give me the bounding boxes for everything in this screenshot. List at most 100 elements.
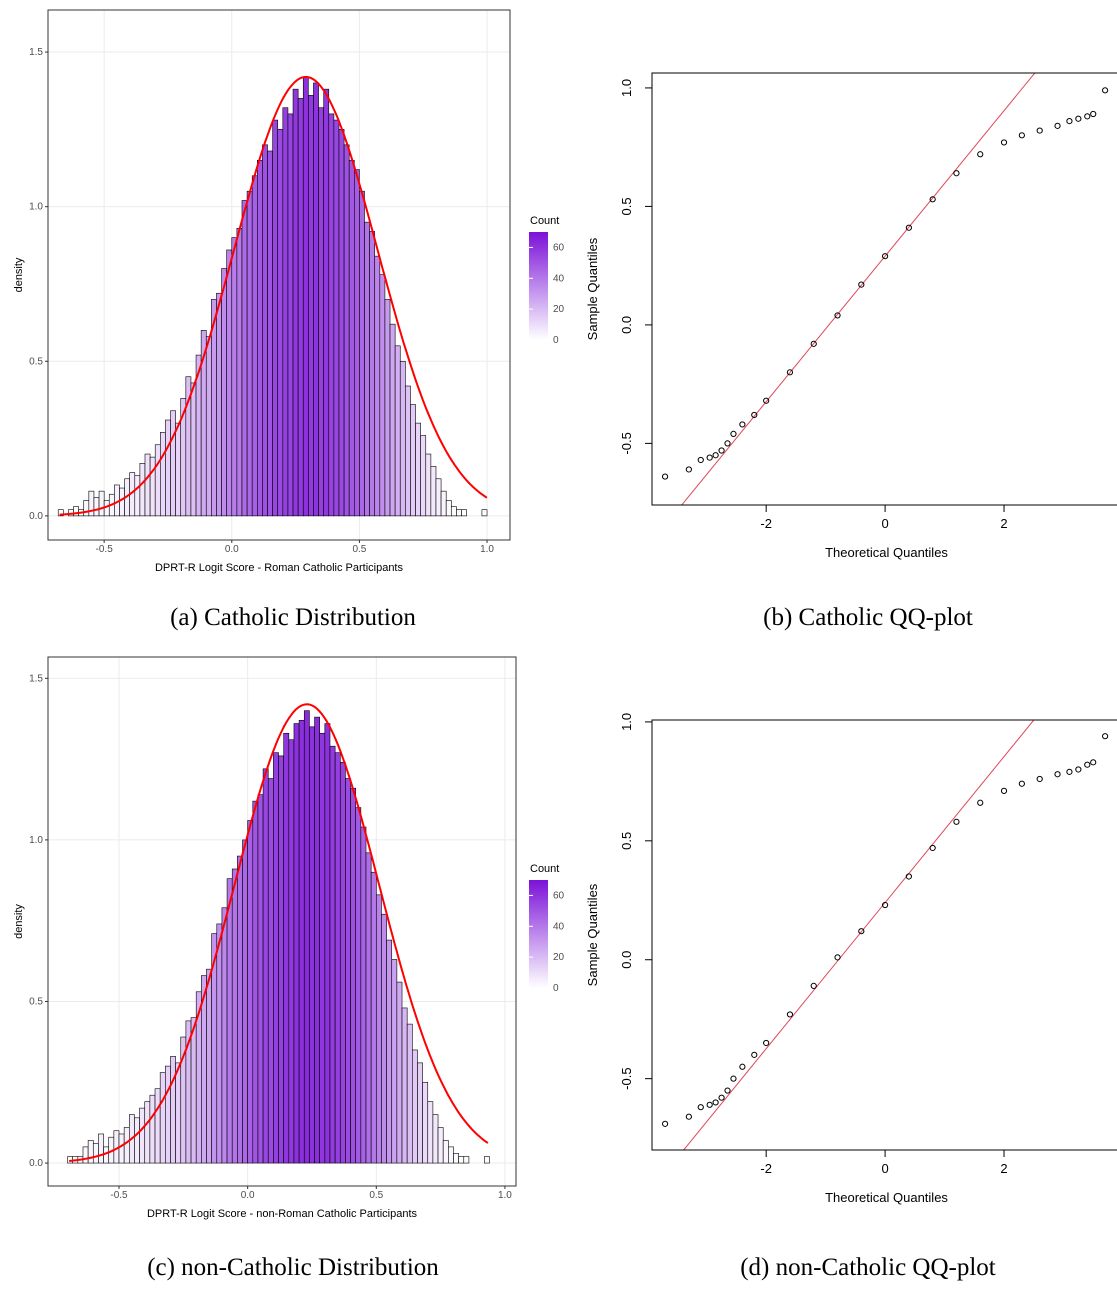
bar <box>345 778 351 1164</box>
y-tick-label: -0.5 <box>619 1067 634 1089</box>
y-tick-label: 0.5 <box>29 996 43 1007</box>
bar <box>432 1114 439 1164</box>
bar <box>149 1094 156 1164</box>
qq-point <box>953 818 960 825</box>
bar <box>165 419 171 517</box>
bar <box>160 432 166 517</box>
qq-point <box>1084 113 1091 120</box>
bar <box>350 787 357 1164</box>
bar <box>401 1007 408 1164</box>
x-tick-label: 0 <box>881 516 888 531</box>
bar <box>384 299 391 517</box>
x-tick-label: -0.5 <box>96 544 114 555</box>
bar <box>420 435 427 517</box>
qq-point <box>661 473 669 480</box>
bar <box>190 1017 197 1164</box>
bar <box>396 981 403 1164</box>
legend-tick-label: 60 <box>553 890 565 901</box>
color-bar <box>529 232 548 340</box>
bar <box>170 1056 176 1164</box>
plot-frame <box>651 72 1117 506</box>
x-tick-label: 0.5 <box>369 1190 383 1201</box>
plot-frame <box>651 719 1117 1151</box>
legend-tick-label: 0 <box>553 335 559 346</box>
x-tick-label: -2 <box>760 1161 772 1176</box>
histogram-panel: -0.5 0.0 0.5 1.0 0.0 0.5 1.0 1.5 DPRT-R Logit Sc… <box>13 9 565 574</box>
qq-point <box>1075 766 1082 773</box>
bar <box>370 871 377 1164</box>
y-axis-label: density <box>13 257 25 292</box>
bar <box>175 422 182 517</box>
bar <box>246 190 253 517</box>
x-tick-label: 0 <box>881 1161 888 1176</box>
legend-tick-label: 20 <box>553 304 565 315</box>
bar <box>425 453 432 517</box>
bar <box>170 410 176 517</box>
bar <box>360 826 367 1164</box>
bar <box>119 487 125 517</box>
x-axis-label: Theoretical Quantiles <box>825 1190 948 1205</box>
bar <box>98 1133 104 1164</box>
bar <box>287 113 294 517</box>
bar <box>481 509 488 517</box>
bar <box>154 444 161 517</box>
qq-point <box>1102 733 1109 740</box>
qq-point <box>834 312 841 319</box>
qq-point <box>786 369 794 376</box>
qq-point <box>1054 122 1061 129</box>
x-axis-label: DPRT-R Logit Score - non-Roman Catholic … <box>147 1208 418 1220</box>
bar <box>221 268 227 517</box>
density-curve <box>69 703 489 1162</box>
panel-border <box>47 656 517 1187</box>
legend-tick-label: 0 <box>553 983 559 994</box>
bar <box>309 726 315 1164</box>
bar <box>241 200 248 517</box>
caption: (b) Catholic QQ-plot <box>763 604 973 631</box>
bar <box>458 1156 465 1164</box>
bar <box>324 723 331 1164</box>
bar <box>461 509 467 517</box>
bar <box>394 345 401 517</box>
qq-point <box>881 253 889 260</box>
qq-point <box>1075 115 1082 122</box>
bar <box>190 382 197 517</box>
bar <box>318 107 324 517</box>
bar <box>374 255 381 517</box>
bar <box>313 82 319 517</box>
qq-point <box>685 1113 692 1120</box>
bar <box>278 755 284 1164</box>
bar <box>175 1062 182 1164</box>
density-curve <box>59 75 488 516</box>
histogram-panel: -0.5 0.0 0.5 1.0 0.0 0.5 1.0 1.5 DPRT-R Logit Sc… <box>13 656 565 1220</box>
bar <box>277 129 284 517</box>
qq-point <box>739 421 746 428</box>
bar <box>154 1088 161 1164</box>
caption: (c) non-Catholic Distribution <box>147 1254 439 1281</box>
bar <box>288 739 295 1164</box>
bar <box>93 497 100 517</box>
bar <box>226 249 233 517</box>
bar <box>257 159 263 517</box>
x-tick-label: -2 <box>760 516 772 531</box>
bar <box>450 506 457 517</box>
bar <box>149 456 156 517</box>
bar <box>453 1153 459 1164</box>
bar <box>448 1146 454 1164</box>
bar <box>297 98 304 517</box>
bar <box>333 119 340 517</box>
bar <box>139 1107 146 1164</box>
qq-point <box>712 452 719 459</box>
y-tick-label: 1.0 <box>619 79 634 97</box>
qq-point <box>739 1063 746 1070</box>
reference-line <box>683 720 1035 1150</box>
bar <box>353 169 360 517</box>
qq-point <box>1000 787 1008 794</box>
bar <box>391 959 398 1164</box>
qq-point <box>1084 761 1091 768</box>
x-tick-label: -0.5 <box>110 1190 128 1201</box>
bar <box>237 855 243 1164</box>
bar <box>379 274 386 517</box>
bar <box>417 1062 423 1164</box>
bar <box>231 237 238 517</box>
qq-point <box>786 1011 794 1018</box>
